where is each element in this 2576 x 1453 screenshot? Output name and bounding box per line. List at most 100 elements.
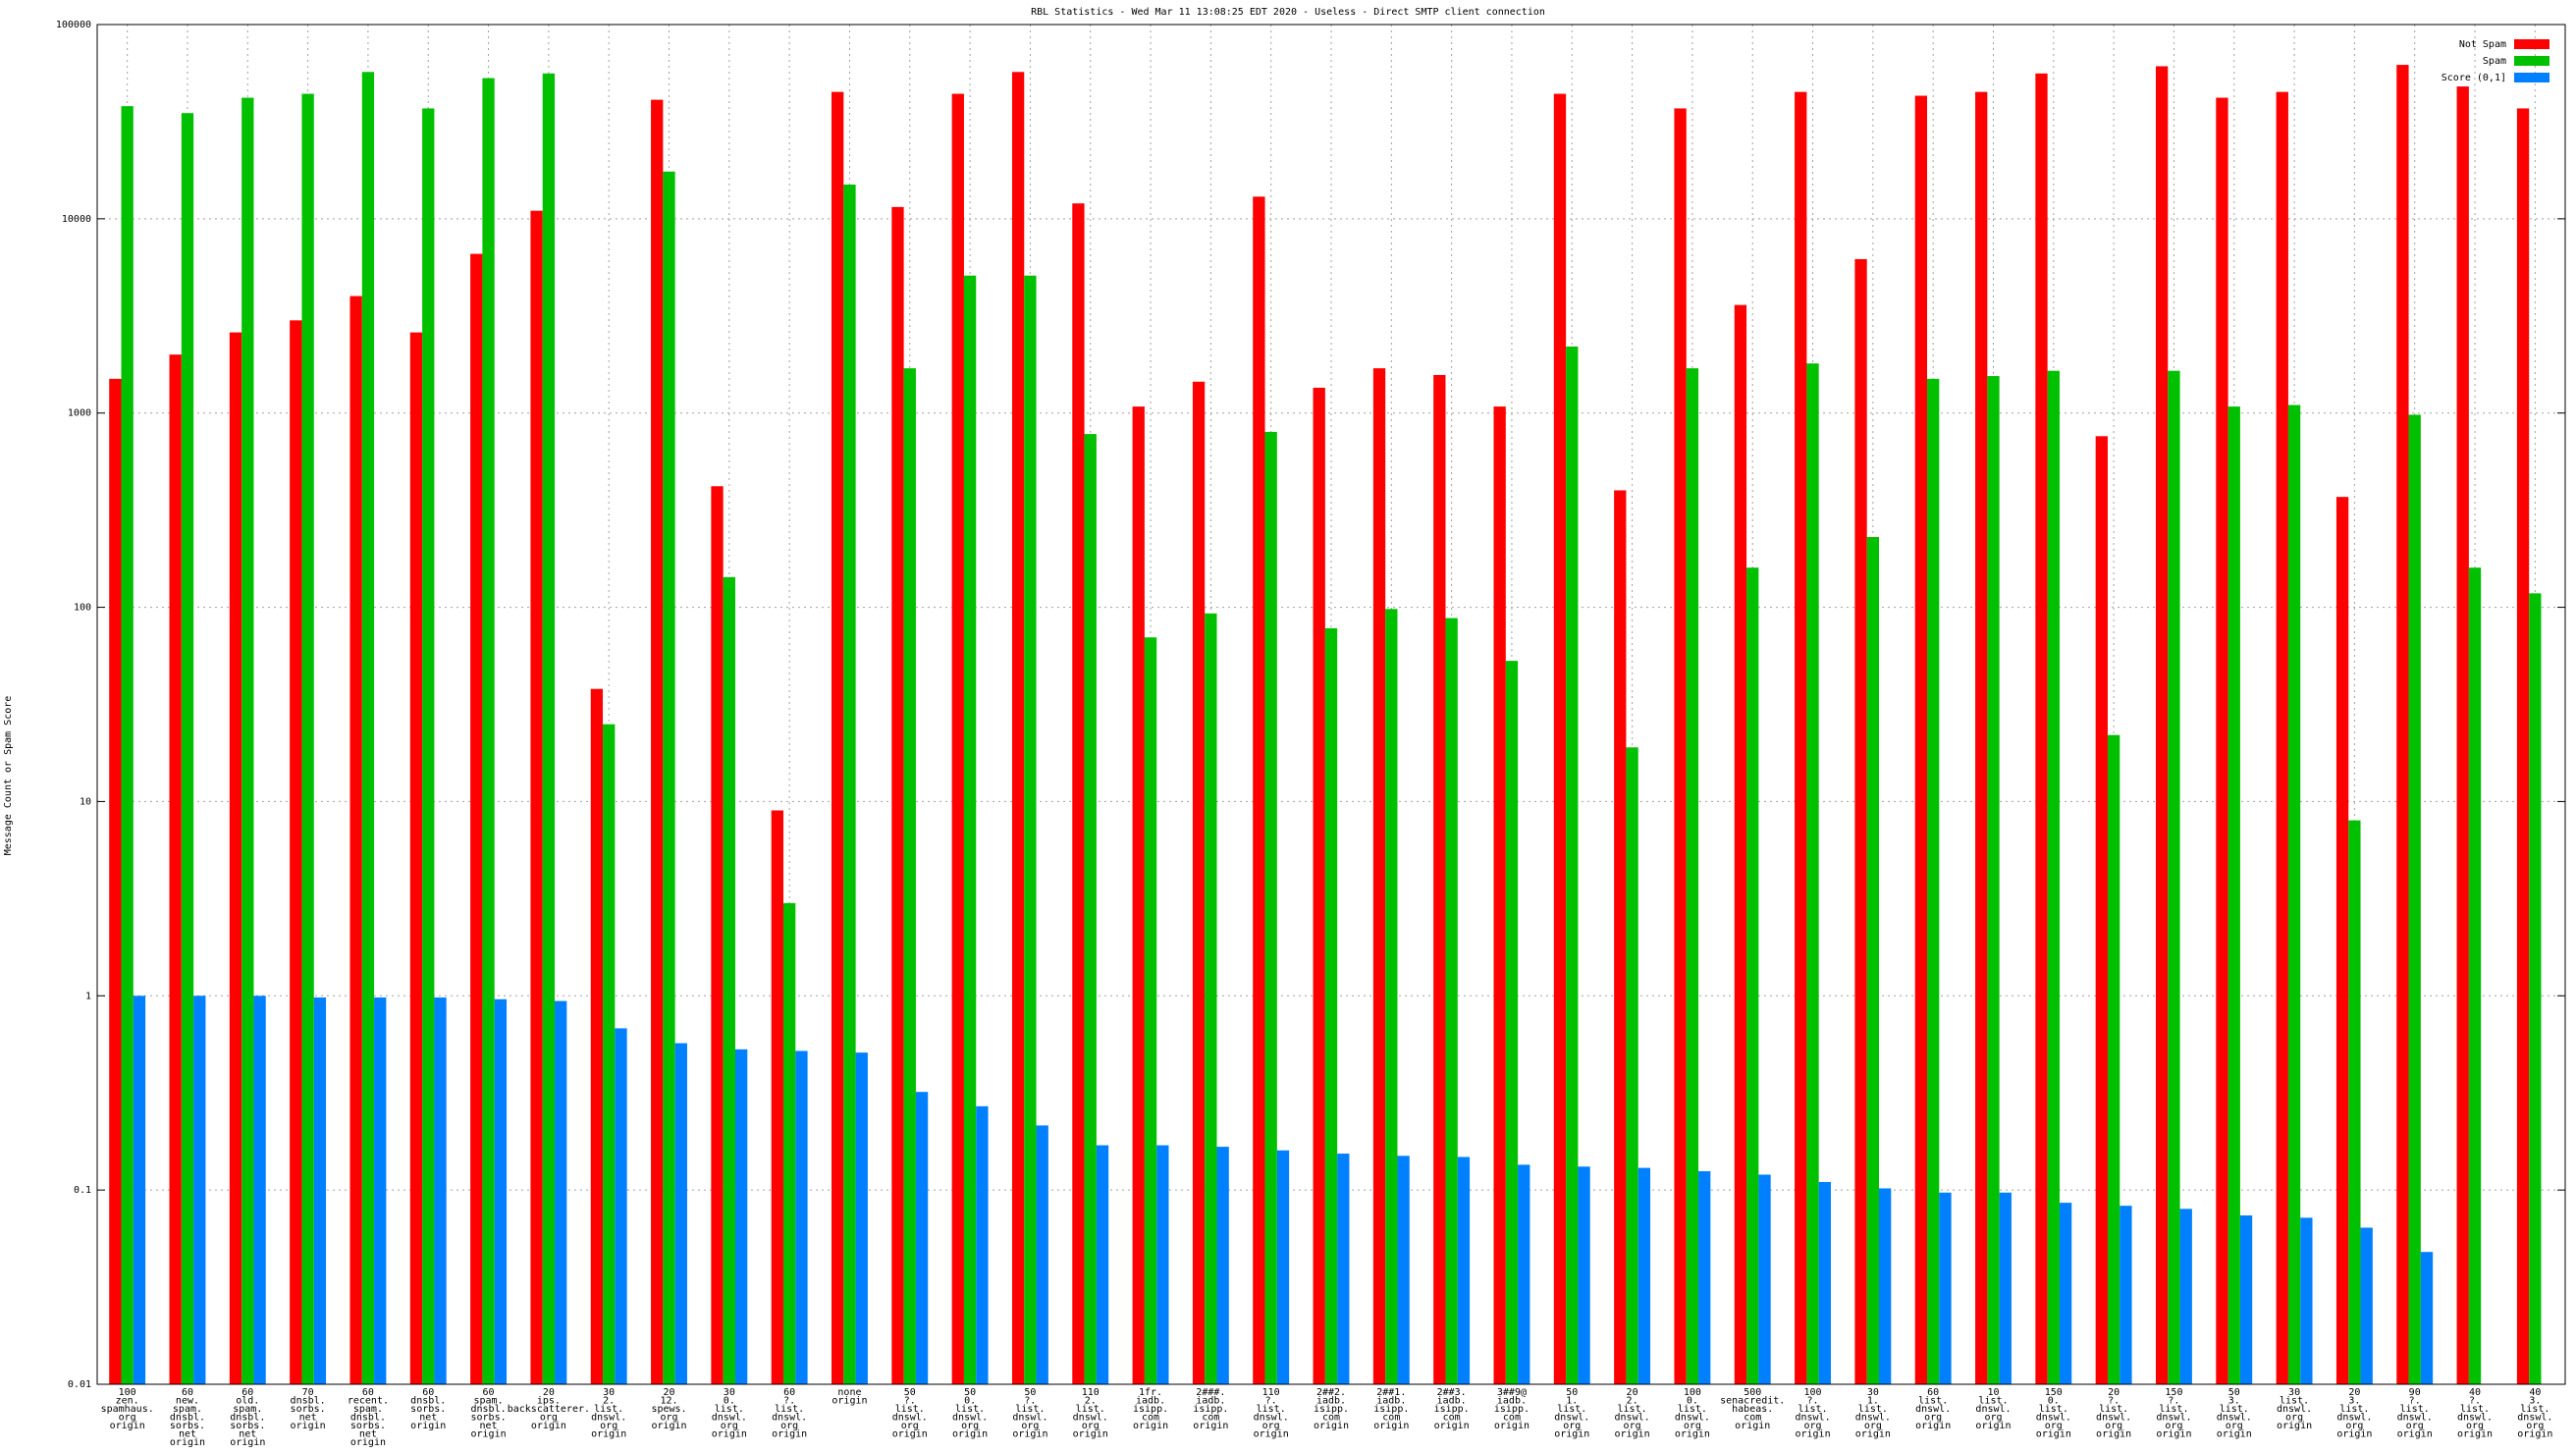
bar (2276, 91, 2288, 1384)
x-tick-label: 30 2. list. dnswl. org origin (591, 1387, 626, 1440)
x-tick-label: 110?. list. dnswl. org origin (1254, 1387, 1289, 1440)
bar (1324, 627, 1338, 1384)
x-tick-label: 500 senacredit. habeas. com origin (1720, 1387, 1785, 1431)
bar (374, 997, 387, 1384)
bar (530, 210, 543, 1385)
x-tick-label: 50 0. list. dnswl. org origin (952, 1387, 988, 1440)
bar (1264, 431, 1277, 1384)
bar (1806, 363, 1819, 1384)
bar (1698, 1170, 1711, 1384)
bar (1578, 1166, 1590, 1384)
bar (711, 486, 724, 1385)
bar (1493, 406, 1506, 1384)
x-tick-label: 60 dnsbl. sorbs. net origin (410, 1387, 446, 1431)
x-tick-label: 100?. list. dnswl. org origin (1795, 1387, 1830, 1440)
x-tick-label: 2##1. iadb. isipp. com origin (1373, 1387, 1409, 1431)
bar (2335, 497, 2349, 1384)
bar (301, 93, 314, 1385)
y-tick-label: 10 (80, 796, 91, 807)
x-tick-label: 60 old. spam. dnsbl. sorbs. net origin (230, 1387, 265, 1448)
bar (1036, 1125, 1048, 1384)
bar (1866, 537, 1880, 1384)
bar (1975, 91, 1988, 1384)
bar (109, 378, 122, 1384)
bar (2468, 567, 2482, 1384)
bar (2529, 593, 2542, 1384)
bar (1397, 1156, 1410, 1384)
bar (1433, 374, 1446, 1385)
bar (782, 902, 796, 1384)
bar (2035, 73, 2048, 1385)
bar (422, 108, 435, 1385)
bar (2179, 1209, 2192, 1384)
bar (832, 91, 844, 1384)
bar (1205, 613, 1217, 1384)
legend-swatch (2514, 39, 2549, 49)
bar (2047, 370, 2060, 1384)
bar (434, 997, 447, 1384)
bar (1686, 368, 1699, 1385)
bar (1927, 378, 1940, 1384)
x-tick-label: 2##2. iadb. isipp. com origin (1314, 1387, 1349, 1431)
x-tick-label: 2##3. iadb. isipp. com origin (1434, 1387, 1470, 1431)
x-tick-label: 20 3. list. dnswl. org origin (2336, 1387, 2372, 1440)
bar (903, 368, 916, 1385)
bar (1144, 637, 1157, 1384)
bar (1566, 346, 1579, 1384)
bar (2360, 1227, 2373, 1384)
bar (2420, 1252, 2434, 1384)
bar (1626, 747, 1638, 1384)
plot-frame (96, 24, 2566, 1385)
bar (1084, 434, 1097, 1384)
bar (1854, 258, 1867, 1384)
bar (891, 206, 904, 1384)
y-tick-label: 100000 (56, 20, 91, 30)
x-tick-label: 50 1. list. dnswl. org origin (1554, 1387, 1589, 1440)
x-tick-label: 40?. list. dnswl. org origin (2457, 1387, 2493, 1440)
bar (253, 996, 266, 1384)
bar (121, 106, 134, 1384)
bar (1746, 567, 1759, 1384)
bar (1385, 609, 1398, 1384)
bar (181, 113, 194, 1385)
x-tick-label: 150 0. list. dnswl. org origin (2036, 1387, 2071, 1440)
bar (1337, 1154, 1350, 1384)
bar (1372, 368, 1386, 1385)
bar (290, 320, 302, 1384)
bar (494, 998, 508, 1384)
x-tick-label: 60 spam. dnsbl. sorbs. net origin (470, 1387, 506, 1440)
bar (193, 996, 206, 1384)
bar (1505, 661, 1519, 1384)
bar (2348, 820, 2361, 1384)
bar (2456, 86, 2469, 1384)
x-tick-label: 100 0. list. dnswl. org origin (1675, 1387, 1710, 1440)
legend-swatch (2514, 56, 2549, 66)
bar (2287, 404, 2301, 1385)
bar (976, 1105, 989, 1384)
x-tick-label: 30 list. dnswl. org origin (2277, 1387, 2312, 1431)
bar (1999, 1192, 2012, 1384)
bar (1674, 108, 1687, 1385)
bar (843, 185, 856, 1384)
bar (603, 724, 616, 1384)
bar (951, 93, 964, 1385)
x-tick-label: 20 ips. backscatterer. org origin (508, 1387, 590, 1431)
bar (229, 332, 242, 1384)
x-tick-label: 1fr. iadb. isipp. com origin (1133, 1387, 1168, 1431)
bar (1096, 1145, 1109, 1384)
bar (771, 810, 783, 1384)
x-tick-label: 3##9@ iadb. isipp. com origin (1494, 1387, 1530, 1431)
x-tick-label: 20 2. list. dnswl. org origin (1615, 1387, 1650, 1440)
bar (409, 332, 423, 1384)
x-tick-label: 30 1. list. dnswl. org origin (1855, 1387, 1891, 1440)
bar (963, 275, 977, 1385)
bar (361, 72, 375, 1385)
bar (1818, 1181, 1831, 1384)
bar (470, 253, 483, 1385)
bar (1024, 275, 1037, 1385)
bar (349, 296, 362, 1384)
y-tick-label: 1000 (68, 408, 91, 419)
x-tick-label: 60 list. dnswl. org origin (1915, 1387, 1951, 1431)
